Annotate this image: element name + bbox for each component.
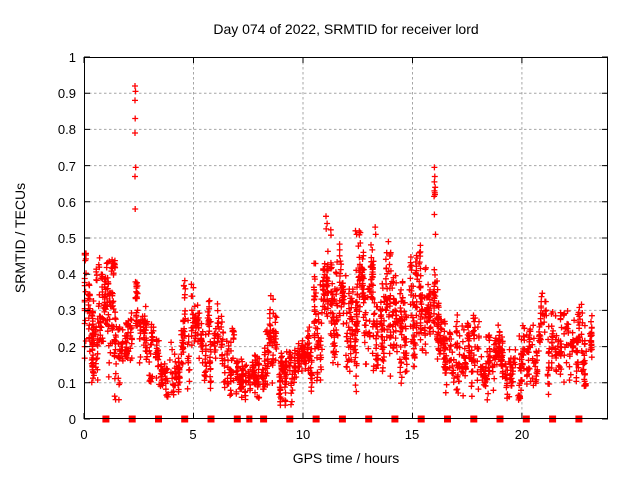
y-tick-label: 1: [68, 50, 76, 65]
x-tick-label: 0: [80, 427, 88, 442]
y-tick-label: 0.2: [57, 340, 76, 355]
y-tick-label: 0.6: [57, 195, 76, 210]
x-tick-label: 10: [295, 427, 311, 442]
y-tick-label: 0.5: [57, 231, 76, 246]
scatter-points: [81, 83, 595, 409]
chart-title: Day 074 of 2022, SRMTID for receiver lor…: [213, 21, 479, 37]
x-tick-label: 5: [189, 427, 197, 442]
y-tick-label: 0.3: [57, 303, 76, 318]
x-tick-label: 15: [404, 427, 420, 442]
y-tick-label: 0: [68, 412, 76, 427]
y-tick-label: 0.8: [57, 122, 76, 137]
y-tick-label: 0.9: [57, 86, 76, 101]
plot-border: [84, 57, 608, 419]
y-tick-label: 0.7: [57, 159, 76, 174]
y-tick-label: 0.4: [57, 267, 76, 282]
x-tick-label: 20: [514, 427, 530, 442]
y-tick-label: 0.1: [57, 376, 76, 391]
y-axis-label: SRMTID / TECUs: [12, 182, 28, 294]
x-axis-label: GPS time / hours: [292, 450, 400, 466]
